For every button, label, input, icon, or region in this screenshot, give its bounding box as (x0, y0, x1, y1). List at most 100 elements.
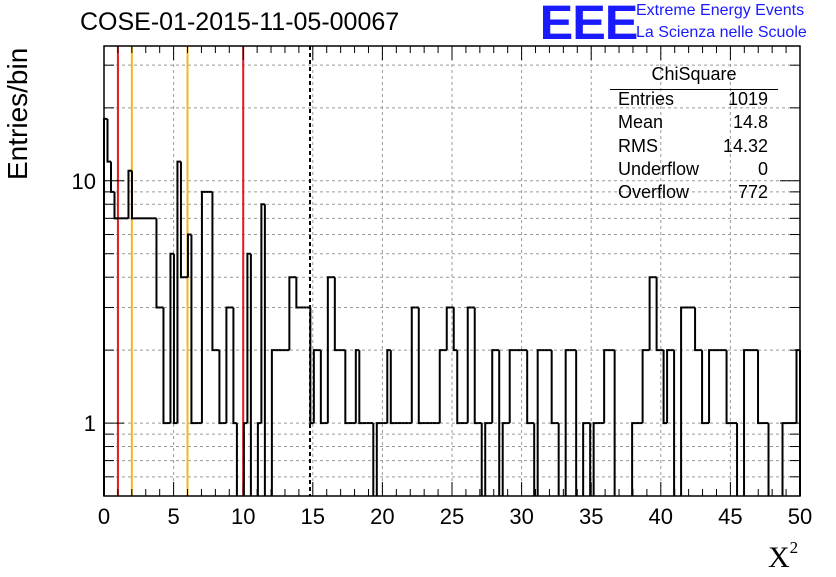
x-tick-label: 25 (440, 504, 464, 529)
histogram-bin (186, 233, 192, 278)
x-tick-label: 35 (579, 504, 603, 529)
x-tick-label: 0 (98, 504, 110, 529)
histogram-bin (130, 170, 136, 220)
histogram-bin (536, 349, 542, 496)
x-tick-label: 45 (718, 504, 742, 529)
logo-line-1: Extreme Energy Events (636, 2, 805, 19)
stats-value: 14.8 (732, 112, 768, 133)
histogram-bin (648, 276, 654, 351)
stats-separator (610, 89, 778, 90)
histogram-bin (452, 307, 458, 352)
histogram-bin (526, 350, 531, 425)
stats-value: 0 (757, 158, 768, 179)
logo-line-2: La Scienza nelle Scuole (636, 24, 807, 41)
stats-label: RMS (618, 135, 658, 156)
stats-row-underflow: Underflow 0 (610, 159, 778, 182)
histogram-bin (309, 307, 314, 425)
x-tick-label: 50 (788, 504, 812, 529)
histogram-bin (319, 350, 325, 425)
histogram-bin (410, 306, 416, 424)
histogram-bin (473, 307, 479, 425)
x-axis-label: X2 (768, 538, 798, 575)
histogram-bin (242, 422, 248, 496)
histogram-bin (438, 349, 444, 424)
histogram-bin (354, 349, 360, 424)
histogram-bin (295, 277, 300, 309)
x-tick-label: 20 (370, 504, 394, 529)
x-axis-label-base: X (768, 541, 790, 574)
x-tick-label: 5 (167, 504, 179, 529)
histogram-bin (508, 349, 514, 424)
histogram-bin (725, 350, 731, 425)
histogram-bin (743, 349, 748, 496)
histogram-bin (312, 349, 318, 424)
eee-logo: EEE (539, 0, 639, 50)
stats-label: Entries (618, 89, 675, 109)
stats-value: 14.32 (722, 135, 768, 156)
histogram-bin (701, 350, 706, 425)
histogram-bin (501, 422, 507, 496)
histogram-bin (757, 350, 762, 425)
chart-title: COSE-01-2015-11-05-00067 (80, 8, 400, 36)
histogram-bin (592, 422, 598, 496)
stats-label: Mean (618, 112, 664, 133)
x-tick-label: 10 (231, 504, 255, 529)
histogram-bin (358, 350, 363, 425)
x-tick-label: 30 (509, 504, 533, 529)
histogram-bin (680, 306, 685, 496)
histogram-bin (641, 349, 647, 424)
histogram-bin (666, 349, 671, 424)
histogram-bin (190, 234, 195, 425)
stats-row-mean: Mean 14.8 (610, 112, 778, 135)
stats-box: ChiSquare Entries 1019 Mean 14.8 RMS 14.… (610, 64, 778, 205)
histogram-bin (113, 191, 118, 220)
x-tick-label: 40 (649, 504, 673, 529)
histogram-bin (260, 203, 265, 424)
y-axis-label: Entries/bin (2, 47, 33, 180)
histogram-bin (655, 277, 661, 352)
histogram-bin (246, 252, 251, 424)
stats-value: 1019 (727, 89, 768, 109)
histogram-bin (127, 169, 132, 219)
stats-label: Underflow (618, 158, 700, 179)
histogram-bin (232, 307, 237, 425)
histogram-bin (179, 161, 185, 279)
histogram-bin (445, 306, 451, 351)
histogram-bin (631, 422, 636, 496)
histogram-bin (200, 190, 206, 424)
y-tick-label: 1 (84, 411, 96, 436)
histogram-bin (333, 277, 339, 352)
histogram-bin (466, 306, 472, 424)
histogram-bin (389, 350, 395, 425)
histogram-bin (256, 422, 262, 496)
histogram-bin (106, 118, 111, 163)
histogram-bin (326, 276, 332, 424)
histogram-bin (694, 307, 699, 352)
histogram-bin (169, 252, 174, 424)
histogram-bin (162, 307, 167, 425)
y-tick-label: 10 (72, 169, 96, 194)
x-axis-label-sup: 2 (789, 538, 799, 557)
stats-value: 772 (737, 182, 768, 203)
histogram-bin (176, 160, 181, 424)
histogram-bin (172, 253, 178, 425)
histogram-bin (225, 306, 230, 424)
x-tick-label: 15 (301, 504, 325, 529)
histogram-bin (564, 349, 570, 496)
histogram-bin (484, 422, 489, 496)
histogram-bin (456, 350, 461, 425)
histogram-bin (582, 422, 587, 496)
histogram-bin (386, 349, 391, 424)
histogram-bin (344, 350, 349, 425)
histogram-bin (491, 349, 496, 424)
stats-row-entries: Entries 1019 (610, 89, 778, 112)
histogram-bin (270, 349, 276, 496)
histogram-bin (662, 350, 668, 425)
histogram-bin (109, 161, 115, 193)
stats-row-overflow: Overflow 772 (610, 182, 778, 205)
histogram-bin (417, 307, 423, 425)
histogram-bin (155, 218, 160, 309)
histogram-bin (211, 191, 216, 352)
